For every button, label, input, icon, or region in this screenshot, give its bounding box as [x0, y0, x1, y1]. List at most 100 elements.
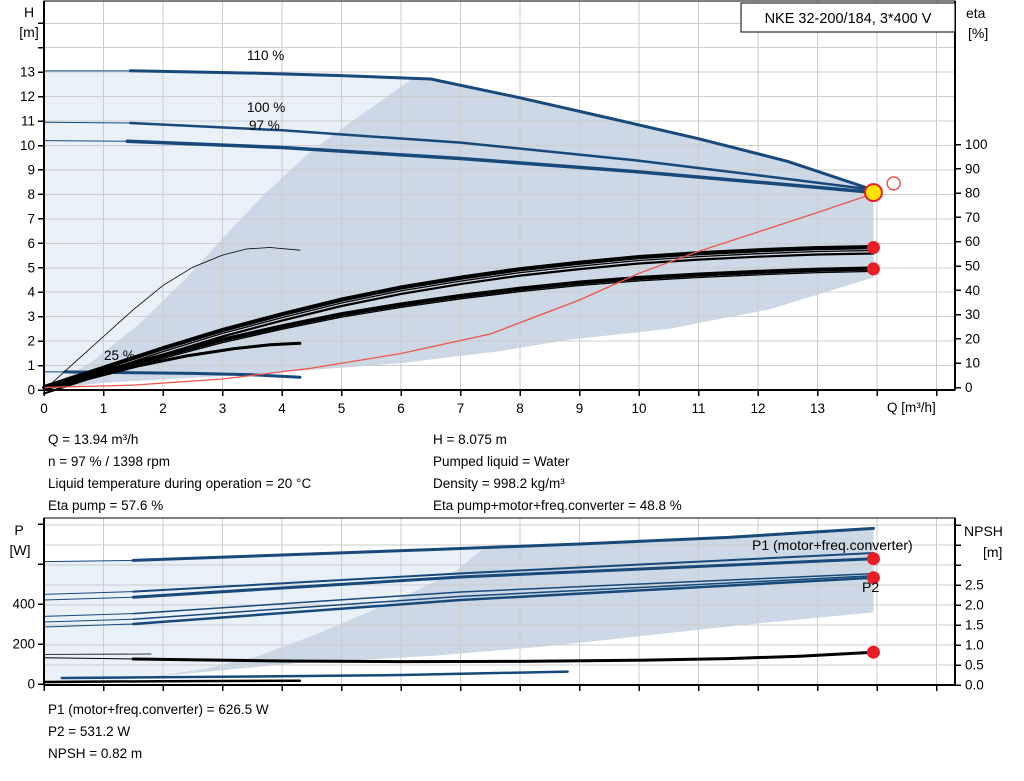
- tick-label-left: 400: [12, 597, 35, 612]
- tick-label-left: 5: [27, 260, 35, 275]
- p1-110pct-ext: [43, 559, 134, 563]
- qh-100pct-ext: [43, 121, 131, 124]
- tick-label-x: 6: [397, 401, 405, 416]
- h-axis-title: H: [24, 4, 34, 20]
- result-speed: n = 97 % / 1398 rpm: [48, 454, 170, 469]
- eta-axis-title: eta: [966, 5, 986, 21]
- tick-label-x: 7: [457, 401, 465, 416]
- p2-curve-label: P2: [862, 579, 879, 595]
- tick-label-x: 4: [278, 401, 286, 416]
- tick-label-right: 10: [965, 356, 980, 371]
- p1-curve-label: P1 (motor+freq.converter): [752, 537, 913, 553]
- pump-title-box: NKE 32-200/184, 3*400 V: [740, 2, 956, 33]
- tick-label-right: 30: [965, 307, 980, 322]
- eta-ring-marker[interactable]: [886, 176, 901, 191]
- tick-label-right: 60: [965, 234, 980, 249]
- result-h: H = 8.075 m: [433, 432, 507, 447]
- tick-label-right: 1.0: [965, 638, 984, 653]
- p1-25pct: [60, 670, 569, 680]
- operating-envelope: [44, 78, 874, 391]
- p1-97pct: [131, 557, 875, 599]
- eta-pump-marker[interactable]: [866, 241, 880, 255]
- npsh-axis-unit: [m]: [983, 544, 1002, 560]
- curve-label-100pct: 100 %: [247, 100, 285, 115]
- result-pumped-liquid: Pumped liquid = Water: [433, 454, 570, 469]
- eta-total-curve: [43, 266, 874, 386]
- qh-110pct: [128, 69, 875, 192]
- p2-100pct: [132, 575, 875, 620]
- tick-label-left: 8: [27, 187, 35, 202]
- eta-control-red-curve: [43, 192, 875, 389]
- tick-label-x: 13: [810, 401, 825, 416]
- tick-label-x: 0: [40, 401, 48, 416]
- tick-label-x: 11: [691, 401, 705, 416]
- tick-label-left: 7: [27, 211, 35, 226]
- p1-110pct: [131, 526, 875, 562]
- eta-pump-curve: [42, 245, 876, 390]
- p2-97pct-ext: [43, 623, 134, 628]
- tick-label-x: 8: [516, 401, 524, 416]
- tick-label-right: 100: [965, 137, 988, 152]
- eta-thin-curve: [46, 247, 301, 388]
- tick-label-left: 11: [21, 114, 35, 129]
- results-top-right: H = 8.075 m Pumped liquid = Water Densit…: [433, 429, 682, 517]
- tick-label-right: 0: [965, 380, 973, 395]
- npsh-curve-ext: [43, 657, 134, 660]
- pump-title-text: NKE 32-200/184, 3*400 V: [765, 11, 932, 27]
- tick-label-right: 80: [965, 186, 980, 201]
- result-npsh: NPSH = 0.82 m: [48, 746, 143, 761]
- allowed-region-pale: [44, 70, 413, 390]
- results-bottom: P1 (motor+freq.converter) = 626.5 W P2 =…: [48, 699, 269, 765]
- eta-total-marker[interactable]: [866, 262, 880, 276]
- tick-label-right: 50: [965, 259, 980, 274]
- curve-label-97pct: 97 %: [249, 118, 280, 133]
- tick-label-right: 90: [965, 161, 980, 176]
- tick-label-x: 10: [631, 401, 646, 416]
- result-p1: P1 (motor+freq.converter) = 626.5 W: [48, 702, 269, 717]
- p2-110pct: [132, 572, 875, 615]
- tick-label-left: 3: [27, 309, 35, 324]
- eta-25pct-curve: [48, 341, 302, 389]
- tick-label-right: 40: [965, 283, 980, 298]
- npsh-curve: [131, 650, 875, 664]
- tick-label-x: 3: [219, 401, 227, 416]
- tick-label-right: 2.5: [965, 578, 984, 593]
- tick-label-left: 0: [27, 677, 35, 692]
- qh-25pct: [63, 370, 302, 379]
- p1-100pct-ext: [43, 591, 134, 595]
- tick-label-left: 0: [27, 383, 35, 398]
- tick-label-x: 2: [159, 401, 167, 416]
- p2-marker[interactable]: [866, 571, 880, 585]
- tick-label-left: 200: [12, 637, 35, 652]
- p1-marker[interactable]: [866, 552, 880, 566]
- duty-point[interactable]: [863, 183, 883, 203]
- q-axis-title: Q [m³/h]: [887, 400, 936, 415]
- curve-label-25pct: 25 %: [104, 348, 135, 363]
- tick-label-right: 0.0: [965, 678, 984, 693]
- tick-label-right: 20: [965, 331, 980, 346]
- tick-label-right: 0.5: [965, 658, 984, 673]
- tick-label-left: 4: [27, 285, 35, 300]
- tick-label-x: 1: [100, 401, 108, 416]
- tick-label-x: 5: [338, 401, 346, 416]
- p2-97pct: [132, 576, 875, 626]
- tick-label-right: 70: [965, 210, 980, 225]
- tick-label-left: 13: [20, 65, 35, 80]
- tick-label-left: 6: [27, 236, 35, 251]
- result-eta-total: Eta pump+motor+freq.converter = 48.8 %: [433, 498, 682, 513]
- qh-100pct: [129, 121, 873, 191]
- tick-label-left: 2: [27, 334, 35, 349]
- pump-title-border: [740, 2, 956, 33]
- qh-97pct: [125, 139, 876, 195]
- result-liquid-temp: Liquid temperature during operation = 20…: [48, 476, 312, 491]
- power-npsh-chart: 0 200 400 0.0 0.5 1.0 1.5 2.0 2.5 P [W] NPSH [m]…: [10, 517, 1003, 693]
- result-p2: P2 = 531.2 W: [48, 724, 131, 739]
- npsh-marker[interactable]: [866, 645, 880, 659]
- curve-label-110pct: 110 %: [247, 48, 284, 63]
- h-axis-unit: [m]: [19, 24, 38, 40]
- npsh-axis-title: NPSH: [964, 523, 1003, 539]
- result-eta-pump: Eta pump = 57.6 %: [48, 498, 164, 513]
- result-q: Q = 13.94 m³/h: [48, 432, 139, 447]
